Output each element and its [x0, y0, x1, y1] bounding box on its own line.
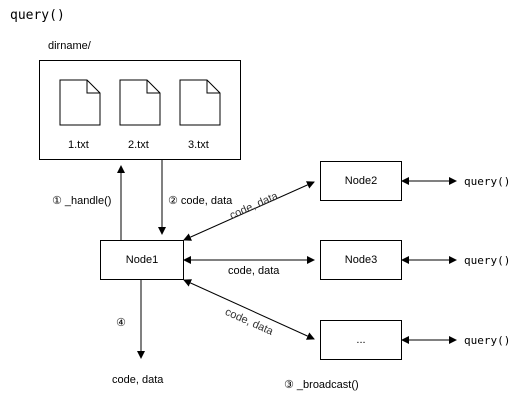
- folder-box: [39, 60, 241, 160]
- page-title: query(): [10, 8, 65, 23]
- query-label: query(): [464, 334, 511, 347]
- query-label: query(): [464, 254, 511, 267]
- step4-label: ④: [116, 317, 126, 329]
- node1-box: Node1: [100, 240, 184, 280]
- node4-box: ...: [320, 320, 402, 360]
- file-label: 3.txt: [188, 139, 209, 151]
- file-label: 2.txt: [128, 139, 149, 151]
- code-data-down-label: ② code, data: [168, 194, 233, 207]
- broadcast-label: ③ _broadcast(): [284, 379, 359, 391]
- node2-box: Node2: [320, 161, 402, 201]
- arrow-node1-node4: [183, 279, 315, 340]
- arrow-node1-node2: [183, 181, 315, 241]
- output-label: code, data: [112, 374, 164, 386]
- file-icon: [179, 79, 221, 126]
- code-data-node3-label: code, data: [228, 265, 280, 277]
- file-icon: [59, 79, 101, 126]
- handle-label: ① _handle(): [52, 194, 112, 207]
- node3-box: Node3: [320, 240, 402, 280]
- folder-label: dirname/: [48, 40, 91, 52]
- file-icon: [119, 79, 161, 126]
- file-label: 1.txt: [68, 139, 89, 151]
- query-label: query(): [464, 175, 511, 188]
